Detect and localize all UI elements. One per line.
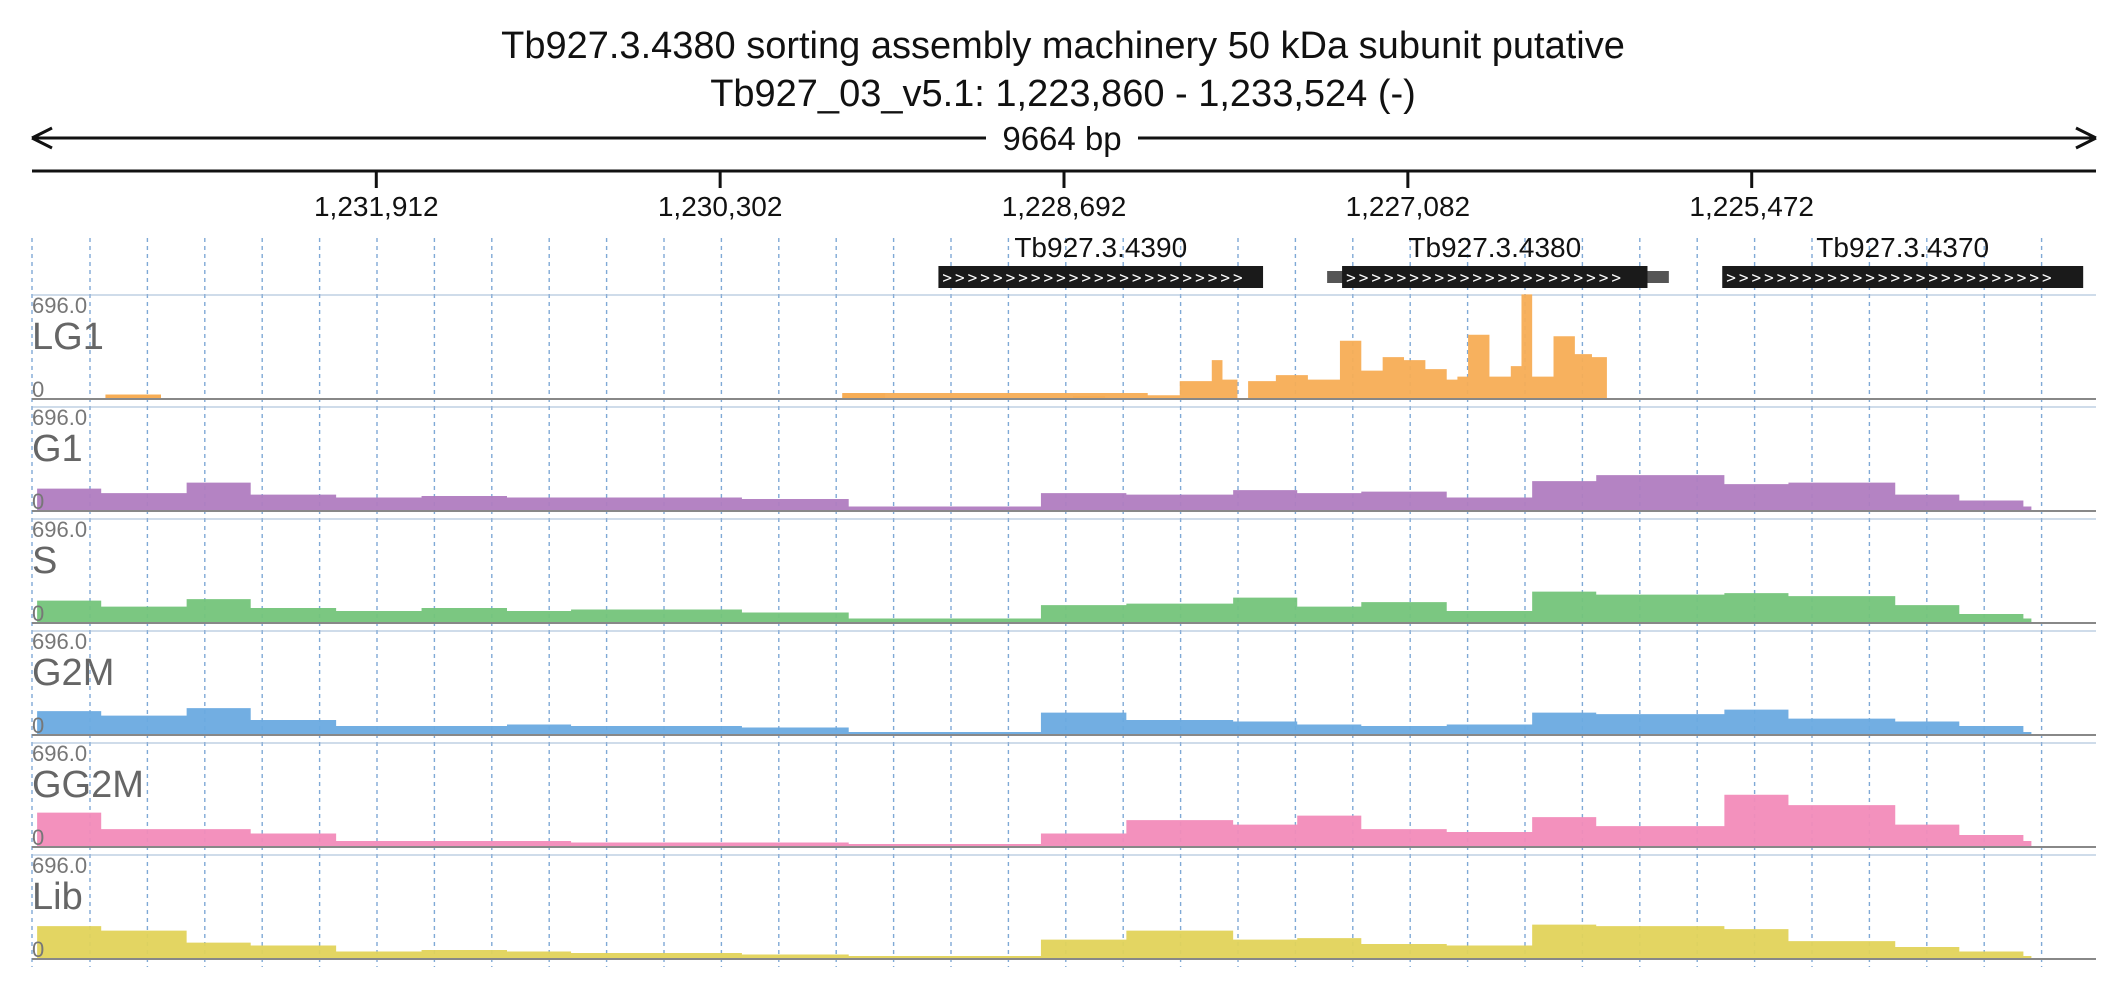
- y-max-label: 696.0: [32, 517, 87, 542]
- span-arrow-right-head: [2075, 126, 2097, 150]
- strand-arrows: >>>>>>>>>>>>>>>>>>>>>>>>: [942, 268, 1245, 287]
- track-S: 696.0S 0: [32, 517, 2096, 626]
- gene-track: >>>>>>>>>>>>>>>>>>>>>>>>Tb927.3.4390>>>>…: [938, 232, 2084, 288]
- track-G1: 696.0G1 0: [32, 405, 2096, 514]
- coverage-area: [37, 794, 2032, 847]
- coverage-area: [37, 591, 2032, 623]
- coverage-area: [37, 924, 2032, 959]
- x-tick-label: 1,231,912: [314, 191, 439, 222]
- gene-Tb927.3.4380[interactable]: >>>>>>>>>>>>>>>>>>>>>> Tb927.3.4380: [1327, 232, 1669, 288]
- y-min-label: 0: [32, 713, 44, 738]
- span-arrow-left-head: [31, 126, 53, 150]
- x-tick-label: 1,230,302: [658, 191, 783, 222]
- strand-arrows: >>>>>>>>>>>>>>>>>>>>>>>>>>: [1726, 268, 2054, 287]
- x-tick-label: 1,225,472: [1689, 191, 1814, 222]
- span-label: 9664 bp: [1002, 120, 1121, 157]
- gene-label: Tb927.3.4370: [1816, 232, 1989, 263]
- gene-body: [1342, 266, 1648, 288]
- y-min-label: 0: [32, 937, 44, 962]
- span-label-bg: [986, 118, 1138, 158]
- gene-body: [1722, 266, 2084, 288]
- track-name: G2M: [32, 652, 114, 694]
- x-axis-ticks: 1,231,912 1,230,302 1,228,692 1,227,082 1,22…: [314, 171, 1814, 222]
- gene-Tb927.3.4370[interactable]: >>>>>>>>>>>>>>>>>>>>>>>>>> Tb927.3.4370: [1722, 232, 2084, 288]
- chart-title: Tb927.3.4380 sorting assembly machinery …: [501, 25, 1625, 67]
- gene-label: Tb927.3.4390: [1014, 232, 1187, 263]
- y-max-label: 696.0: [32, 741, 87, 766]
- coverage-area: [37, 708, 2032, 735]
- locus-subtitle: Tb927_03_v5.1: 1,223,860 - 1,233,524 (-): [710, 73, 1416, 115]
- y-min-label: 0: [32, 825, 44, 850]
- y-min-label: 0: [32, 489, 44, 514]
- coverage-block: [105, 394, 161, 399]
- y-max-label: 696.0: [32, 293, 87, 318]
- track-name: GG2M: [32, 764, 144, 806]
- coordinate-ruler: 9664 bp: [31, 118, 2097, 173]
- y-max-label: 696.0: [32, 629, 87, 654]
- gene-body: [938, 266, 1264, 288]
- track-name: S: [32, 540, 57, 582]
- coverage-block: [1072, 396, 1106, 399]
- y-max-label: 696.0: [32, 405, 87, 430]
- y-min-label: 0: [32, 377, 44, 402]
- coverage-area: [37, 475, 2032, 511]
- y-min-label: 0: [32, 601, 44, 626]
- x-tick-label: 1,228,692: [1002, 191, 1127, 222]
- x-tick-label: 1,227,082: [1346, 191, 1471, 222]
- strand-arrows: >>>>>>>>>>>>>>>>>>>>>>: [1346, 268, 1624, 287]
- track-name: G1: [32, 428, 83, 470]
- coverage-tracks: 696.0LG10696.0G10696.0S0696.0G2M0696.0GG…: [32, 293, 2096, 962]
- y-max-label: 696.0: [32, 853, 87, 878]
- coverage-block: [842, 393, 886, 399]
- track-name: LG1: [32, 316, 104, 358]
- track-name: Lib: [32, 876, 83, 918]
- coverage-area: [105, 294, 1615, 399]
- gene-Tb927.3.4390[interactable]: >>>>>>>>>>>>>>>>>>>>>>>> Tb927.3.4390: [938, 232, 1264, 288]
- gene-label: Tb927.3.4380: [1408, 232, 1581, 263]
